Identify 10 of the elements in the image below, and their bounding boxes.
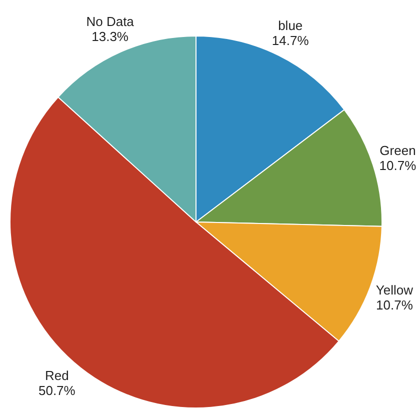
slice-label: Green bbox=[380, 142, 416, 158]
data-label: 10.7% bbox=[379, 158, 417, 173]
slice-label: blue bbox=[278, 18, 303, 34]
slice-label: Yellow bbox=[376, 282, 414, 298]
slice-label: Red bbox=[44, 368, 69, 383]
slice-label: No Data bbox=[86, 14, 135, 30]
data-label: 10.7% bbox=[376, 298, 414, 313]
data-label: 50.7% bbox=[38, 383, 76, 398]
data-label: 13.3% bbox=[92, 29, 129, 44]
data-label: 14.7% bbox=[272, 33, 310, 48]
